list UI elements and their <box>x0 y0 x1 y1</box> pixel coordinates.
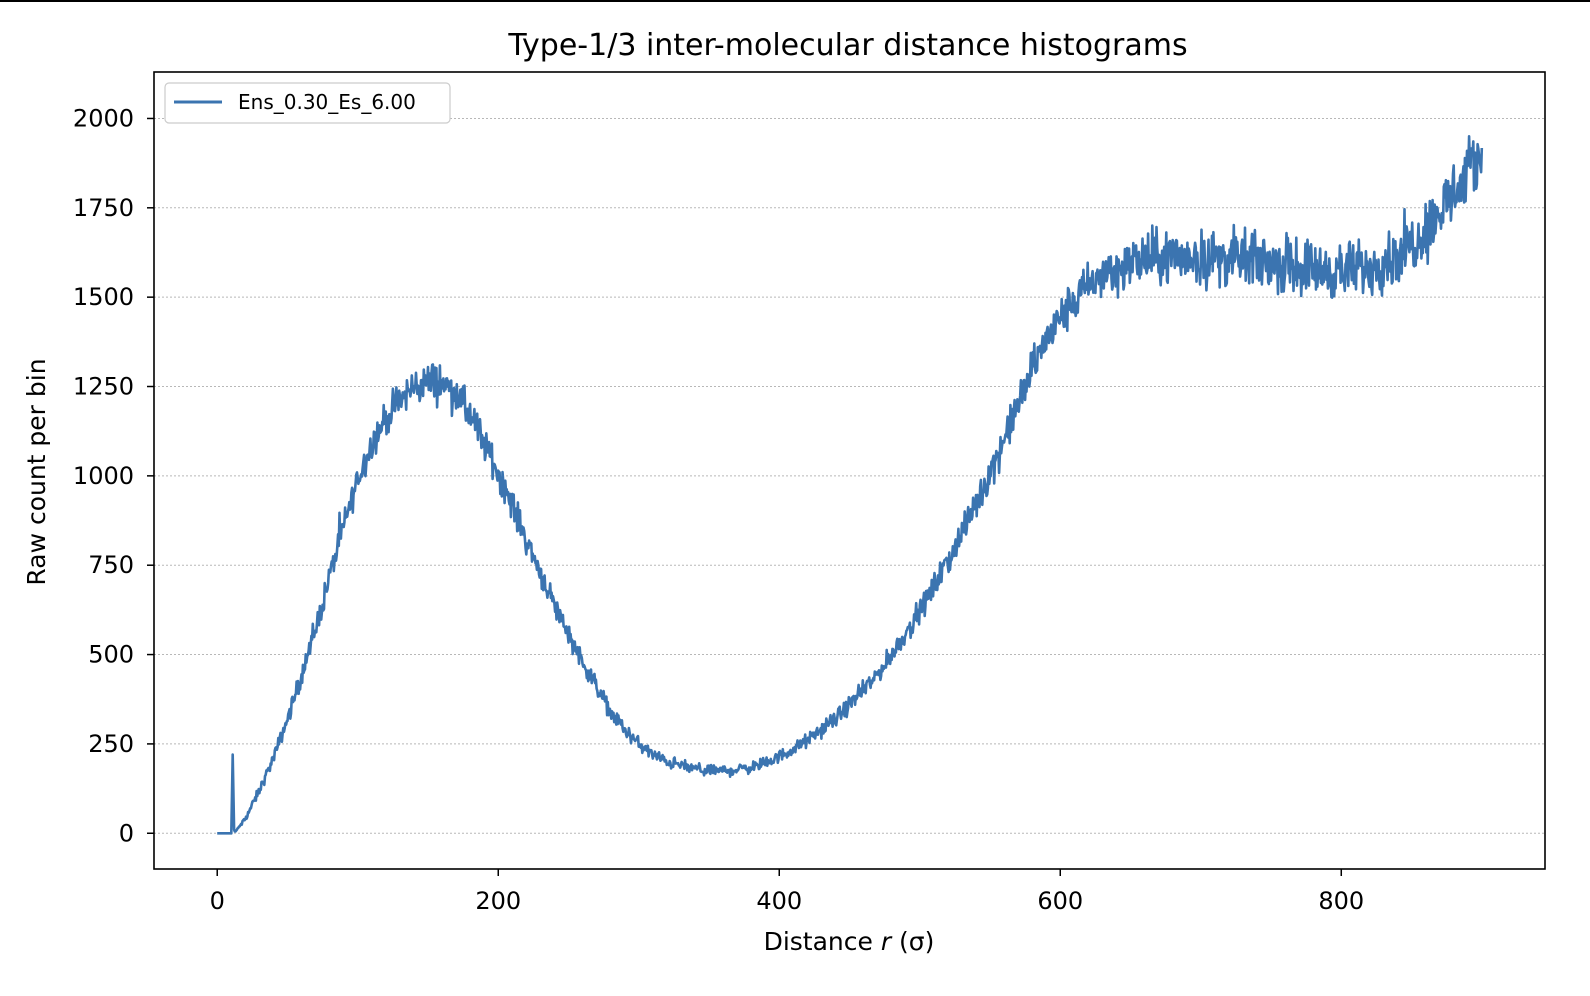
plot-area <box>217 135 1484 835</box>
x-axis-ticks: 0 200 400 600 800 <box>210 869 1364 915</box>
x-tick-label-200: 200 <box>475 887 521 915</box>
y-tick-label-1250: 1250 <box>73 373 134 401</box>
x-tick-label-600: 600 <box>1037 887 1083 915</box>
axes-frame <box>153 71 1546 870</box>
y-tick-label-1500: 1500 <box>73 283 134 311</box>
legend-series-label: Ens_0.30_Es_6.00 <box>238 90 416 114</box>
y-axis-ticks: 0 250 500 750 1000 1250 1500 1750 2000 <box>73 104 154 847</box>
top-border-line <box>0 0 1590 2</box>
y-tick-label-1750: 1750 <box>73 194 134 222</box>
y-axis-label: Raw count per bin <box>22 358 51 585</box>
y-tick-label-250: 250 <box>88 730 134 758</box>
y-tick-label-750: 750 <box>88 551 134 579</box>
x-axis-label-unit: (σ) <box>891 927 934 956</box>
y-tick-label-2000: 2000 <box>73 104 134 132</box>
x-tick-label-800: 800 <box>1318 887 1364 915</box>
x-axis-label-variable: r <box>881 927 893 956</box>
x-tick-label-0: 0 <box>210 887 225 915</box>
x-axis-label: Distance r (σ) <box>764 927 935 956</box>
legend: Ens_0.30_Es_6.00 <box>164 82 451 124</box>
y-tick-label-1000: 1000 <box>73 462 134 490</box>
x-tick-label-400: 400 <box>756 887 802 915</box>
series-line-Ens_0.30_Es_6.00 <box>217 135 1484 835</box>
y-tick-label-0: 0 <box>119 819 134 847</box>
chart-title: Type-1/3 inter-molecular distance histog… <box>507 28 1187 63</box>
y-tick-label-500: 500 <box>88 641 134 669</box>
x-axis-label-prefix: Distance <box>764 927 881 956</box>
legend-box <box>164 82 451 124</box>
